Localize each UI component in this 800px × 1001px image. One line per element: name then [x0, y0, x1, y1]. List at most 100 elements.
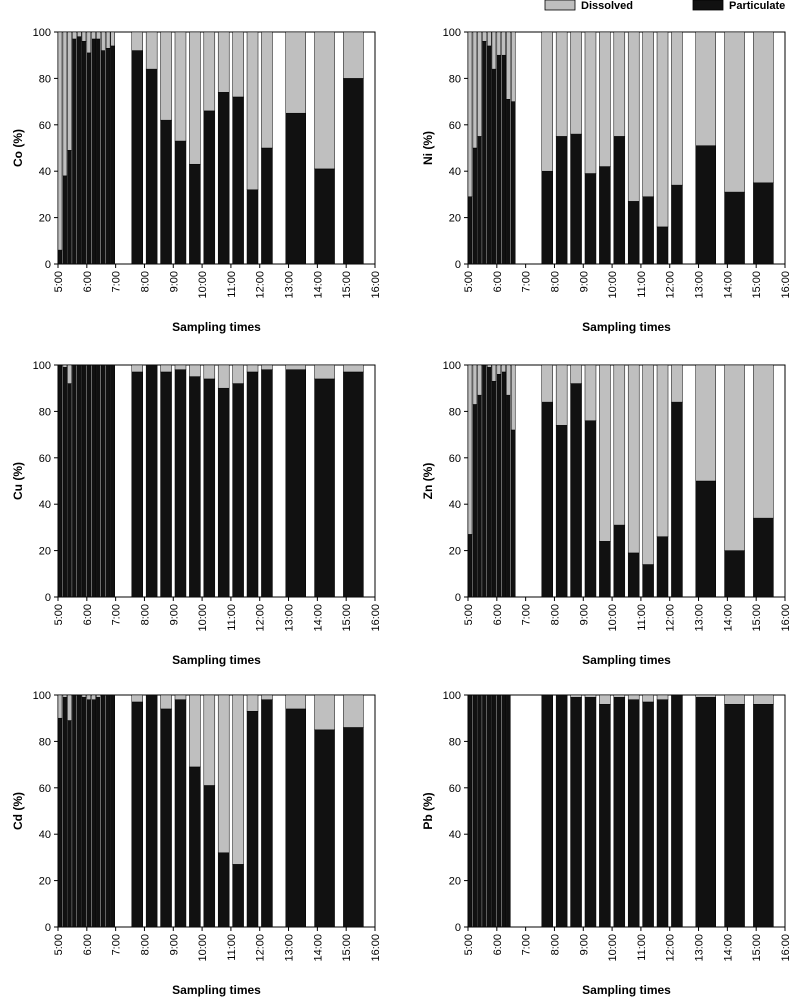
- bar-dissolved-cd: [96, 694, 101, 698]
- bar-particulate-cd: [100, 694, 106, 928]
- x-tick-label-cu: 11:00: [226, 604, 238, 631]
- bar-dissolved-co: [174, 31, 187, 142]
- bar-particulate-cu: [160, 371, 172, 598]
- bar-dissolved-co: [77, 31, 82, 37]
- y-tick-label-ni: 60: [449, 120, 461, 132]
- bar-particulate-co: [96, 38, 101, 265]
- bar-dissolved-cd: [131, 694, 143, 703]
- bar-dissolved-cd: [261, 694, 273, 700]
- x-tick-label-cd: 14:00: [312, 934, 324, 962]
- bar-dissolved-cd: [67, 694, 72, 721]
- bar-particulate-pb: [487, 694, 492, 928]
- bar-dissolved-zn: [724, 364, 745, 551]
- bar-particulate-cu: [77, 364, 82, 598]
- bar-dissolved-co: [72, 31, 77, 40]
- bar-particulate-ni: [642, 196, 654, 265]
- x-tick-label-zn: 13:00: [694, 604, 706, 632]
- x-tick-label-cu: 6:00: [82, 604, 94, 625]
- x-tick-label-co: 15:00: [341, 271, 353, 299]
- x-tick-label-cd: 9:00: [168, 934, 180, 955]
- bar-dissolved-cd: [86, 694, 92, 700]
- bar-dissolved-cu: [160, 364, 172, 373]
- y-tick-label-zn: 80: [449, 406, 461, 418]
- bar-particulate-ni: [671, 184, 683, 265]
- panel-zn: 0 20 40 60 80 100 5:00 6:00 7:00 8:00 9:00 10:00 11:…: [421, 360, 792, 667]
- bar-particulate-cd: [81, 697, 87, 928]
- bar-particulate-ni: [695, 145, 716, 265]
- x-tick-label-co: 10:00: [197, 271, 209, 299]
- y-tick-label-cd: 80: [39, 736, 51, 748]
- bar-dissolved-co: [91, 31, 96, 40]
- y-tick-label-zn: 20: [449, 546, 461, 558]
- bar-particulate-pb: [613, 697, 626, 928]
- bar-particulate-zn: [487, 367, 492, 598]
- bar-particulate-zn: [642, 564, 654, 598]
- bar-particulate-zn: [506, 394, 511, 598]
- x-tick-label-zn: 15:00: [751, 604, 763, 632]
- bar-particulate-ni: [613, 136, 626, 265]
- bar-particulate-zn: [613, 524, 626, 598]
- bar-particulate-co: [246, 189, 259, 265]
- x-tick-label-ni: 13:00: [694, 271, 706, 299]
- bar-particulate-zn: [491, 380, 497, 598]
- bar-particulate-cd: [105, 694, 111, 928]
- x-axis-label-co: Sampling times: [172, 320, 261, 334]
- bar-dissolved-ni: [555, 31, 568, 137]
- y-tick-label-pb: 100: [443, 690, 461, 702]
- bar-dissolved-co: [189, 31, 201, 165]
- panel-cu: 0 20 40 60 80 100 5:00 6:00 7:00 8:00 9:00 10:00 11:…: [11, 360, 382, 667]
- y-tick-label-cd: 60: [39, 783, 51, 795]
- bar-dissolved-ni: [510, 31, 516, 102]
- x-tick-label-co: 16:00: [370, 271, 382, 299]
- y-axis-label-cd: Cd (%): [11, 792, 25, 830]
- x-tick-label-cu: 15:00: [341, 604, 353, 632]
- bar-dissolved-zn: [695, 364, 716, 482]
- legend-swatch-particulate: [692, 0, 724, 11]
- y-tick-label-co: 20: [39, 213, 51, 225]
- x-tick-label-pb: 8:00: [549, 934, 561, 955]
- bar-particulate-ni: [482, 41, 487, 265]
- bar-particulate-co: [86, 52, 92, 265]
- y-tick-label-pb: 0: [455, 922, 461, 934]
- bar-dissolved-co: [145, 31, 158, 70]
- bar-particulate-co: [77, 36, 82, 265]
- bar-particulate-cu: [131, 371, 143, 598]
- bar-particulate-ni: [491, 68, 497, 265]
- bar-particulate-cu: [217, 387, 230, 598]
- y-tick-label-cd: 40: [39, 829, 51, 841]
- bar-dissolved-zn: [491, 364, 497, 382]
- bar-dissolved-cd: [160, 694, 172, 710]
- bar-dissolved-ni: [570, 31, 582, 135]
- bar-particulate-pb: [656, 699, 669, 928]
- x-tick-label-co: 6:00: [82, 271, 94, 292]
- x-axis-label-cu: Sampling times: [172, 653, 261, 667]
- bar-dissolved-cd: [57, 694, 63, 719]
- bar-dissolved-ni: [627, 31, 640, 202]
- bar-dissolved-cd: [246, 694, 259, 712]
- x-axis-label-pb: Sampling times: [582, 983, 671, 997]
- y-tick-label-co: 0: [45, 259, 51, 271]
- x-tick-label-cd: 5:00: [53, 934, 65, 955]
- x-tick-label-cu: 16:00: [370, 604, 382, 632]
- bar-dissolved-cd: [343, 694, 364, 728]
- x-tick-label-ni: 7:00: [521, 271, 533, 292]
- bar-particulate-co: [203, 110, 216, 265]
- bar-particulate-cd: [189, 766, 201, 928]
- x-tick-label-pb: 14:00: [722, 934, 734, 962]
- bar-particulate-cu: [81, 364, 87, 598]
- bar-particulate-cu: [100, 364, 106, 598]
- x-axis-label-ni: Sampling times: [582, 320, 671, 334]
- bar-dissolved-cu: [246, 364, 259, 373]
- bar-particulate-zn: [695, 480, 716, 598]
- x-tick-label-cd: 8:00: [139, 934, 151, 955]
- bar-particulate-cd: [96, 697, 101, 928]
- x-tick-label-co: 12:00: [255, 271, 267, 299]
- bar-particulate-ni: [467, 196, 473, 265]
- bar-particulate-co: [91, 38, 96, 265]
- bar-particulate-ni: [541, 170, 553, 265]
- bar-dissolved-zn: [496, 364, 502, 375]
- bar-dissolved-pb: [613, 694, 626, 698]
- bar-dissolved-ni: [496, 31, 502, 56]
- x-tick-label-ni: 6:00: [492, 271, 504, 292]
- bar-particulate-co: [105, 47, 111, 265]
